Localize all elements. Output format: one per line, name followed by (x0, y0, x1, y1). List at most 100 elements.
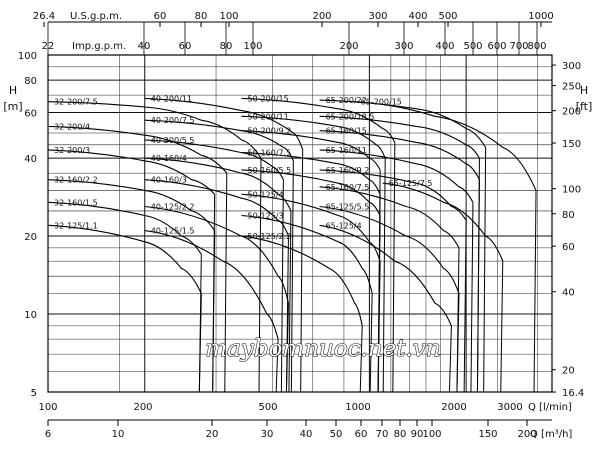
curve-label: 65-200/15 (361, 98, 402, 107)
impgpm-tick-label: 22 (42, 41, 55, 52)
h-ft-tick-label: 300 (562, 61, 581, 72)
pump-curve-50-125-4 (241, 193, 381, 262)
pump-curve-40-200-5-5 (144, 139, 284, 180)
pump-curve-40-125-2-2 (144, 205, 290, 304)
h-m-tick-label: 10 (24, 310, 37, 321)
pump-curve-limit (212, 230, 216, 393)
pump-curve-limit (275, 339, 279, 393)
pump-curve-limit (483, 147, 487, 393)
curve-label: 65-200/22 (326, 96, 367, 105)
pump-curve-limit (258, 158, 262, 393)
pump-curve-limit (392, 142, 396, 393)
usgpm-tick-label: 300 (368, 11, 387, 22)
h-ft-tick-label: 200 (562, 107, 581, 118)
m3h-tick-label: 150 (478, 429, 497, 440)
impgpm-tick-label: 60 (179, 41, 192, 52)
pump-curve-50-160-7-5 (241, 152, 381, 195)
curve-label: 40-125/1.5 (151, 227, 195, 236)
m3h-tick-label: 40 (300, 429, 313, 440)
curve-label: 40-160/4 (151, 154, 187, 163)
impgpm-tick-label: 800 (527, 41, 546, 52)
impgpm-axis-label: Imp.g.p.m. (72, 41, 126, 52)
lpm-axis-label: Q [l/min] (528, 402, 572, 413)
pump-curve-65-125-5-5 (319, 205, 460, 294)
m3h-tick-label: 10 (112, 429, 125, 440)
h-m-tick-label: 60 (24, 108, 37, 119)
pump-curve-limit (382, 158, 386, 393)
pump-curve-65-200-15 (354, 101, 537, 191)
pump-curve-limit (300, 149, 304, 393)
pump-curve-limit (377, 261, 381, 393)
lpm-tick-label: 100 (38, 402, 57, 413)
curve-label: 50-160/7.5 (247, 149, 291, 158)
impgpm-tick-label: 40 (138, 41, 151, 52)
pump-curve-40-160-4 (144, 157, 292, 212)
frame-layer (47, 21, 553, 421)
pump-curve-limit (533, 190, 537, 393)
curve-label: 65-160/15 (326, 127, 367, 136)
h-ft-tick-label: 250 (562, 82, 581, 93)
m3h-tick-label: 60 (355, 429, 368, 440)
h-m-tick-label: 40 (24, 154, 37, 165)
pump-curve-65-125-7-5 (382, 182, 504, 262)
h-ft-tick-label: 60 (562, 242, 575, 253)
usgpm-tick-label: 80 (195, 11, 208, 22)
impgpm-tick-label: 400 (435, 41, 454, 52)
impgpm-tick-label: 200 (339, 41, 358, 52)
m3h-tick-label: 6 (45, 429, 51, 440)
curve-label: 65-160/9.2 (326, 166, 370, 175)
pump-curve-limit (448, 325, 452, 393)
h-ft-axis-letter: H (580, 84, 588, 97)
h-ft-axis-unit: [ft] (576, 100, 593, 113)
pump-curve-50-160-5-5 (241, 169, 381, 216)
impgpm-tick-label: 500 (463, 41, 482, 52)
m3h-tick-label: 90 (411, 429, 424, 440)
grid-layer (47, 55, 552, 392)
curve-label: 40-125/2.2 (151, 203, 195, 212)
h-m-tick-label: 100 (18, 51, 37, 62)
pump-curve-50-125-2-2 (241, 235, 363, 327)
pump-curve-65-200-18-5 (319, 115, 480, 159)
watermark: maybomnuoc.net.vn (205, 336, 440, 362)
pump-curve-65-125-4 (319, 224, 452, 327)
curve-label: 50-160/5.5 (247, 166, 291, 175)
curve-layer: 32-200/7.5 32-200/4 32-200/3 32-160/2.2 32-1… (47, 94, 537, 393)
lpm-tick-label: 200 (133, 402, 152, 413)
curve-label: 50-200/11 (247, 112, 288, 121)
usgpm-tick-label: 1000 (528, 11, 553, 22)
curve-label: 50-125/2.2 (247, 232, 291, 241)
pump-curve-32-125-1-1 (47, 224, 202, 294)
plot-frame (47, 54, 553, 393)
m3h-tick-label: 50 (330, 429, 343, 440)
pump-curve-50-125-3 (241, 214, 373, 294)
pump-curve-limit (463, 220, 467, 393)
curve-label: 50-125/3 (247, 212, 283, 221)
pump-curve-40-160-3 (144, 179, 290, 237)
pump-curve-limit (369, 293, 373, 393)
curve-label: 50-200/9.2 (247, 127, 291, 136)
curve-label: 32-125/1.1 (54, 221, 98, 230)
usgpm-tick-label: 400 (408, 11, 427, 22)
curve-label: 65-160/7.5 (326, 183, 370, 192)
impgpm-tick-label: 300 (394, 41, 413, 52)
usgpm-tick-label: 60 (154, 11, 167, 22)
impgpm-tick-label: 600 (487, 41, 506, 52)
curve-label: 32-200/7.5 (54, 98, 98, 107)
impgpm-tick-label: 100 (243, 41, 262, 52)
h-ft-tick-label: 20 (562, 366, 575, 377)
pump-curve-limit (290, 160, 294, 393)
curve-label: 32-200/3 (54, 146, 90, 155)
pump-curve-limit (288, 210, 292, 393)
m3h-tick-label: 30 (261, 429, 274, 440)
h-ft-tick-label: 100 (562, 185, 581, 196)
pump-curve-limit (198, 293, 202, 393)
h-ft-tick-label: 16.4 (562, 388, 584, 399)
m3h-axis-label: Q [m³/h] (530, 429, 572, 440)
usgpm-tick-label: 500 (438, 11, 457, 22)
h-m-tick-label: 20 (24, 232, 37, 243)
pump-curve-65-160-9-2 (319, 169, 467, 221)
curve-label: 40-200/7.5 (151, 116, 195, 125)
usgpm-tick-label: 26.4 (33, 11, 55, 22)
pump-curve-limit (359, 325, 363, 393)
usgpm-axis-label: U.S.g.p.m. (70, 11, 122, 22)
